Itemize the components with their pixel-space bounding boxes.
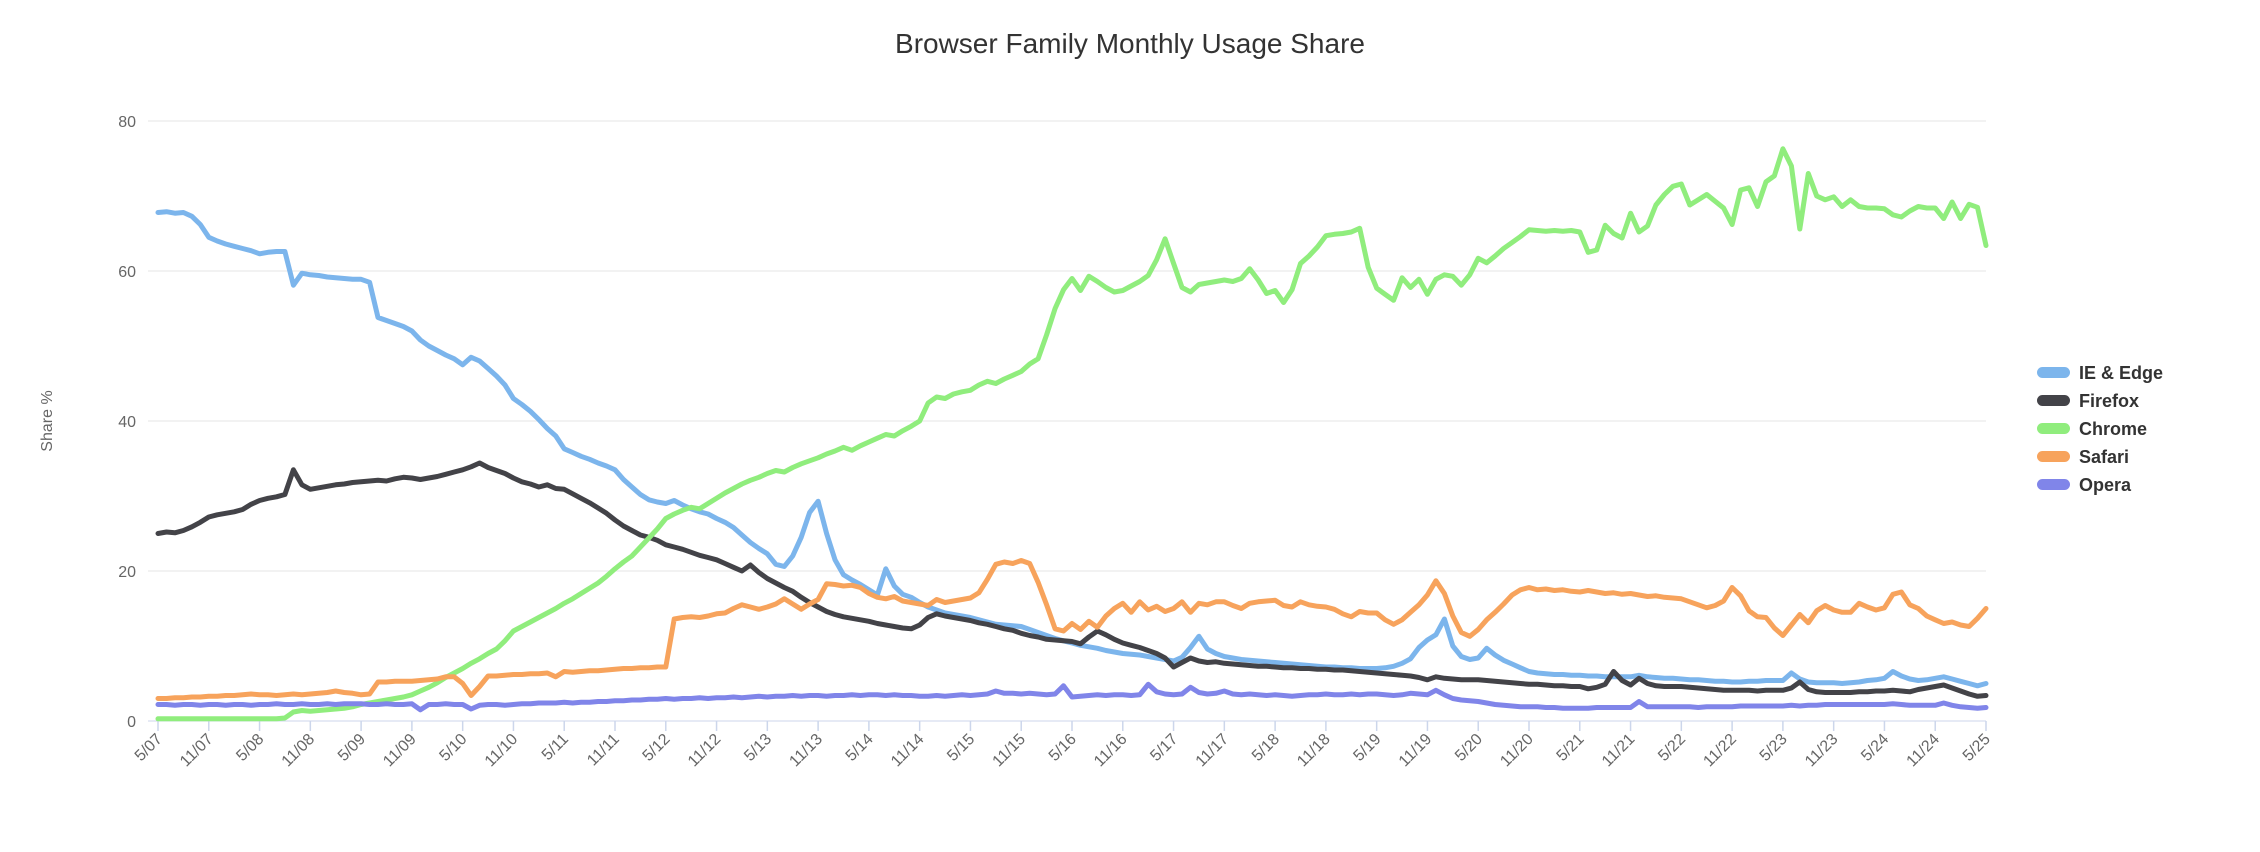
x-axis-tick-label: 5/16 xyxy=(1046,731,1080,765)
x-axis-tick-label: 11/23 xyxy=(1802,731,1842,771)
legend-label: IE & Edge xyxy=(2079,363,2163,383)
y-axis-tick-label: 20 xyxy=(118,564,136,581)
x-axis-tick-label: 5/14 xyxy=(843,731,877,765)
x-axis-tick-label: 11/19 xyxy=(1396,731,1436,771)
x-axis-tick-label: 5/21 xyxy=(1554,731,1588,765)
x-axis-tick-label: 5/11 xyxy=(539,731,572,764)
x-axis-tick-label: 11/24 xyxy=(1904,731,1944,771)
legend-item-ie-edge[interactable]: IE & Edge xyxy=(2037,363,2163,383)
x-axis-tick-label: 11/22 xyxy=(1700,731,1740,771)
x-axis-tick-label: 5/17 xyxy=(1147,731,1181,765)
x-axis-tick-label: 11/11 xyxy=(584,731,623,770)
x-axis-tick-label: 11/18 xyxy=(1294,731,1334,771)
y-axis-title: Share % xyxy=(39,390,56,451)
series-line-safari[interactable] xyxy=(155,558,1989,701)
x-axis-tick-label: 11/21 xyxy=(1599,731,1639,771)
x-axis-tick-label: 11/09 xyxy=(380,731,420,771)
series-line-chrome[interactable] xyxy=(155,146,1989,722)
y-axis-tick-label: 60 xyxy=(118,264,136,281)
x-axis-tick-label: 5/19 xyxy=(1350,731,1384,765)
x-axis-tick-label: 5/13 xyxy=(741,731,775,765)
legend-item-firefox[interactable]: Firefox xyxy=(2037,391,2139,411)
x-axis-tick-label: 5/10 xyxy=(436,731,470,765)
y-axis-tick-label: 80 xyxy=(118,114,136,131)
x-axis-tick-label: 11/10 xyxy=(482,731,522,771)
x-axis-tick-label: 5/23 xyxy=(1757,731,1791,765)
x-axis-tick-label: 5/24 xyxy=(1858,731,1892,765)
x-axis-tick-label: 5/12 xyxy=(640,731,674,765)
x-axis-tick-label: 5/22 xyxy=(1655,731,1689,765)
x-axis-tick-label: 5/18 xyxy=(1249,731,1283,765)
x-axis-tick-label: 11/15 xyxy=(990,731,1030,771)
legend-swatch xyxy=(2037,395,2070,406)
x-axis-tick-label: 11/14 xyxy=(888,731,928,771)
legend-label: Opera xyxy=(2079,475,2132,495)
x-axis-tick-label: 5/20 xyxy=(1452,731,1486,765)
legend-swatch xyxy=(2037,479,2070,490)
legend-swatch xyxy=(2037,423,2070,434)
y-axis-tick-label: 0 xyxy=(127,714,136,731)
legend-swatch xyxy=(2037,451,2070,462)
x-axis-tick-label: 5/08 xyxy=(233,731,267,765)
legend-label: Firefox xyxy=(2079,391,2139,411)
legend-item-opera[interactable]: Opera xyxy=(2037,475,2132,495)
x-axis-tick-label: 11/17 xyxy=(1193,731,1233,771)
x-axis-tick-label: 5/09 xyxy=(335,731,369,765)
x-axis-tick-label: 11/16 xyxy=(1091,731,1131,771)
legend-swatch xyxy=(2037,367,2070,378)
x-axis-tick-label: 11/07 xyxy=(177,731,217,771)
x-axis-tick-label: 11/13 xyxy=(786,731,826,771)
x-axis-tick-label: 5/07 xyxy=(132,731,166,765)
x-axis-tick-label: 5/25 xyxy=(1960,731,1994,765)
legend-label: Safari xyxy=(2079,447,2129,467)
legend-label: Chrome xyxy=(2079,419,2147,439)
y-axis-tick-label: 40 xyxy=(118,414,136,431)
legend-item-safari[interactable]: Safari xyxy=(2037,447,2129,467)
chart-title: Browser Family Monthly Usage Share xyxy=(895,28,1365,59)
legend-item-chrome[interactable]: Chrome xyxy=(2037,419,2147,439)
x-axis-tick-label: 11/12 xyxy=(685,731,725,771)
x-axis-tick-label: 11/20 xyxy=(1497,731,1537,771)
series-line-opera[interactable] xyxy=(155,681,1989,713)
x-axis-tick-label: 11/08 xyxy=(279,731,319,771)
series-line-firefox[interactable] xyxy=(155,460,1989,699)
x-axis-tick-label: 5/15 xyxy=(944,731,978,765)
